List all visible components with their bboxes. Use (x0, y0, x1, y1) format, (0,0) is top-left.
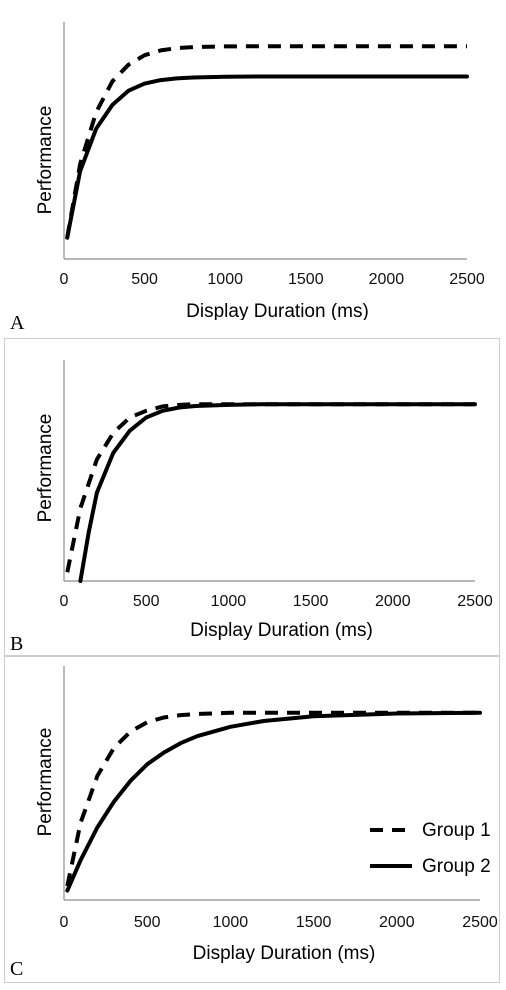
series-line-solid (78, 402, 477, 583)
x-tick-label: 2000 (379, 914, 415, 931)
panel-a-chart: 0 500 1000 1500 2000 2500 Display Duration (ms… (35, 22, 485, 322)
y-axis-label: Performance (35, 414, 56, 523)
panel-b-chart: 0 500 1000 1500 2000 2500 Display Duration (ms… (35, 360, 493, 641)
series-line-dashed (65, 402, 475, 573)
y-axis-label: Performance (35, 106, 56, 215)
x-tick-label: 500 (133, 593, 160, 610)
legend-label: Group 2 (422, 856, 491, 877)
x-tick-label: 0 (60, 593, 69, 610)
series-line-dashed (65, 710, 480, 887)
x-tick-label: 500 (131, 271, 158, 288)
series-line-dashed (65, 44, 467, 239)
x-tick-label: 1500 (288, 271, 324, 288)
x-tick-label: 1000 (211, 593, 247, 610)
series-line-solid (65, 74, 469, 240)
y-axis-label: Performance (35, 728, 56, 837)
x-tick-label: 1000 (213, 914, 249, 931)
panel-b-border (4, 338, 500, 656)
panel-c-border (4, 656, 500, 983)
x-tick-label: 500 (134, 914, 161, 931)
panel-c: 0 500 1000 1500 2000 2500 Display Duration (ms… (0, 656, 506, 985)
panel-c-letter: C (10, 958, 24, 980)
x-tick-label: 2000 (369, 271, 405, 288)
x-tick-label: 2500 (457, 593, 493, 610)
x-tick-label: 1000 (207, 271, 243, 288)
series-line-solid (65, 710, 482, 893)
x-axis-label: Display Duration (ms) (190, 620, 373, 641)
x-tick-label: 1500 (293, 593, 329, 610)
x-tick-label: 0 (60, 271, 69, 288)
panel-c-chart: 0 500 1000 1500 2000 2500 Display Duration (ms… (35, 666, 498, 964)
panel-a-letter: A (10, 312, 25, 334)
panel-a: 0 500 1000 1500 2000 2500 Display Duration (ms… (0, 0, 506, 334)
x-tick-label: 2500 (462, 914, 498, 931)
x-tick-label: 0 (60, 914, 69, 931)
x-tick-label: 1500 (296, 914, 332, 931)
legend-label: Group 1 (422, 820, 491, 841)
x-axis-label: Display Duration (ms) (193, 943, 376, 964)
x-tick-label: 2000 (375, 593, 411, 610)
x-axis-label: Display Duration (ms) (186, 301, 369, 320)
legend: Group 1 Group 2 (370, 820, 491, 877)
panel-b-letter: B (10, 633, 24, 655)
panel-b: 0 500 1000 1500 2000 2500 Display Duration (ms… (0, 338, 506, 656)
x-tick-label: 2500 (449, 271, 485, 288)
